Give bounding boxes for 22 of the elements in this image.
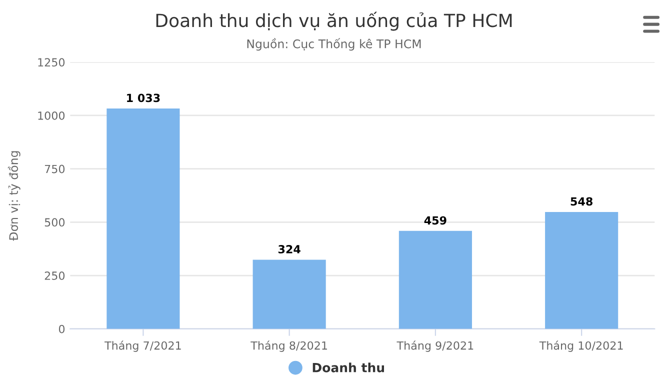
y-tick-label: 0	[58, 324, 65, 334]
data-label: 1 033	[127, 94, 160, 102]
chart-subtitle: Nguồn: Cục Thống kê TP HCM	[247, 38, 421, 51]
x-tick-label: Tháng 8/2021	[250, 340, 327, 352]
y-tick-label: 750	[44, 164, 65, 174]
x-tick-label: Tháng 10/2021	[539, 340, 623, 352]
y-axis-title: Đơn vị: tỷ đồng	[8, 151, 20, 241]
chart-title: Doanh thu dịch vụ ăn uống của TP HCM	[156, 12, 512, 31]
legend-label: Doanh thu	[312, 362, 384, 372]
y-tick-label: 250	[44, 272, 65, 280]
y-tick-label: 500	[44, 218, 65, 227]
bar	[106, 108, 180, 329]
data-label: 548	[570, 197, 592, 206]
bar	[252, 260, 326, 329]
data-label: 459	[424, 216, 446, 225]
x-tick-label: Tháng 7/2021	[104, 340, 181, 352]
x-tick-label: Tháng 9/2021	[396, 340, 474, 352]
bar	[398, 230, 472, 329]
data-label: 324	[278, 245, 300, 254]
y-tick-label: 1250	[38, 58, 65, 67]
y-tick-label: 1000	[38, 111, 65, 120]
bar	[545, 212, 618, 329]
